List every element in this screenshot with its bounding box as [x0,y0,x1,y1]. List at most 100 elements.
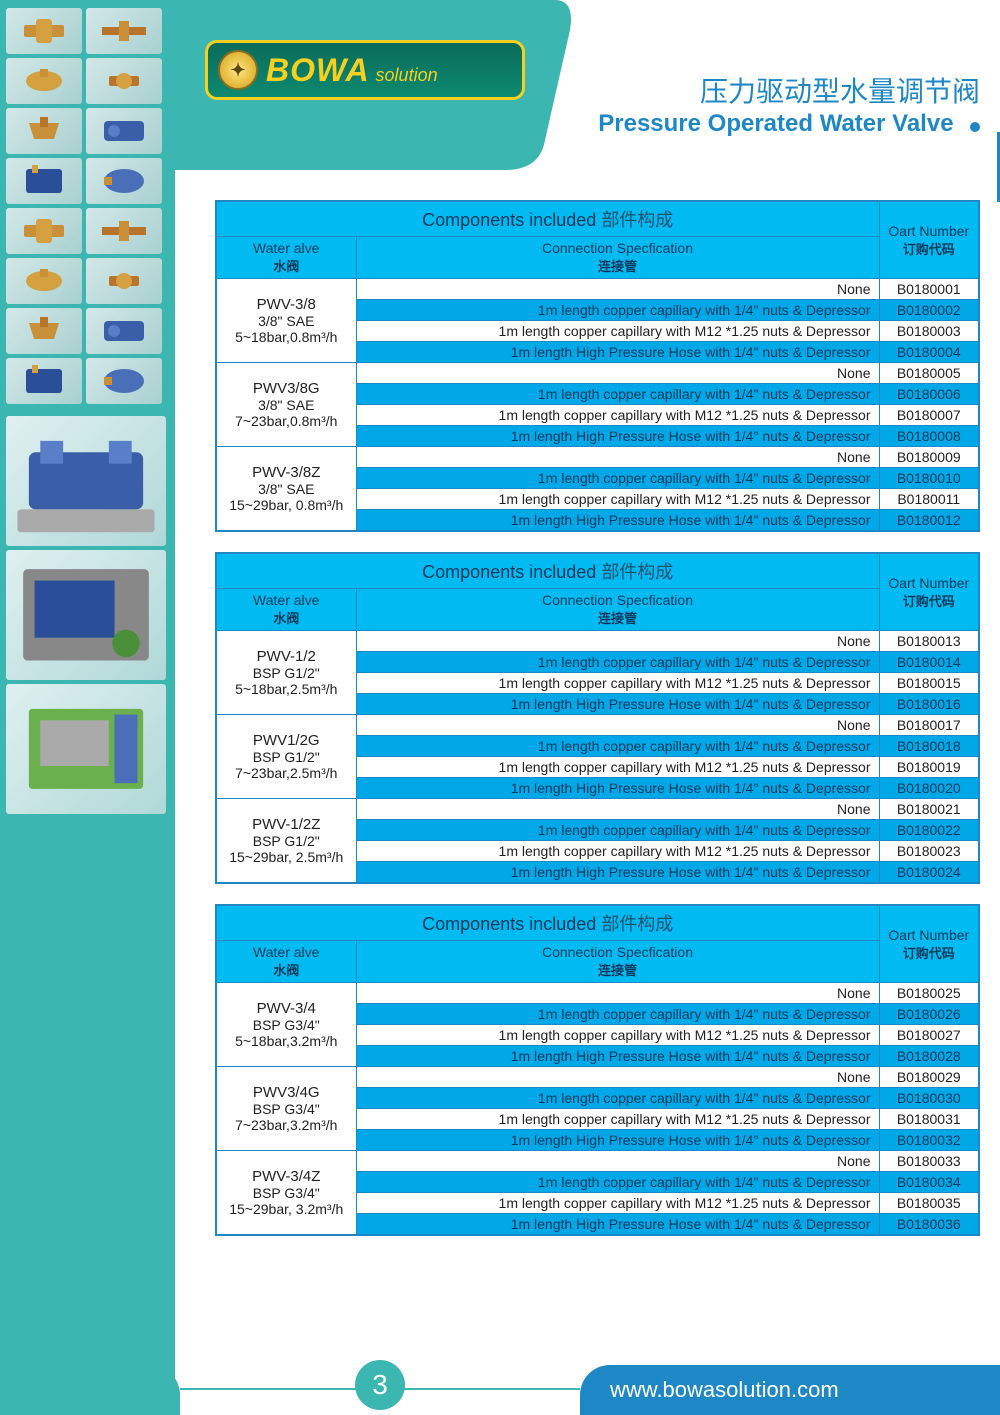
connection-cell: 1m length copper capillary with 1/4" nut… [356,300,879,321]
product-thumbnail [6,208,82,254]
page-number: 3 [355,1360,405,1410]
connection-cell: 1m length High Pressure Hose with 1/4" n… [356,694,879,715]
header-connection: Connection Specfication连接管 [356,237,879,279]
part-number-cell: B0180005 [879,363,979,384]
connection-cell: None [356,1151,879,1172]
product-thumbnail [6,158,82,204]
valve-cell: PWV1/2GBSP G1/2"7~23bar,2.5m³/h [216,715,356,799]
product-thumbnail [86,108,162,154]
table-row: PWV1/2GBSP G1/2"7~23bar,2.5m³/hNoneB0180… [216,715,979,736]
part-number-cell: B0180006 [879,384,979,405]
connection-cell: None [356,1067,879,1088]
connection-cell: 1m length High Pressure Hose with 1/4" n… [356,1046,879,1067]
part-number-cell: B0180009 [879,447,979,468]
part-number-cell: B0180026 [879,1004,979,1025]
part-number-cell: B0180001 [879,279,979,300]
product-thumbnail [6,358,82,404]
table-row: PWV-3/8Z3/8" SAE15~29bar, 0.8m³/hNoneB01… [216,447,979,468]
part-number-cell: B0180016 [879,694,979,715]
part-number-cell: B0180003 [879,321,979,342]
header-components: Components included 部件构成 [216,905,879,941]
part-number-cell: B0180036 [879,1214,979,1236]
part-number-cell: B0180017 [879,715,979,736]
part-number-cell: B0180013 [879,631,979,652]
connection-cell: 1m length copper capillary with M12 *1.2… [356,757,879,778]
connection-cell: 1m length copper capillary with M12 *1.2… [356,673,879,694]
product-thumbnail [6,258,82,304]
connection-cell: 1m length copper capillary with 1/4" nut… [356,1088,879,1109]
part-number-cell: B0180010 [879,468,979,489]
part-number-cell: B0180030 [879,1088,979,1109]
part-number-cell: B0180022 [879,820,979,841]
part-number-cell: B0180024 [879,862,979,884]
valve-cell: PWV-3/83/8" SAE5~18bar,0.8m³/h [216,279,356,363]
part-number-cell: B0180034 [879,1172,979,1193]
part-number-cell: B0180012 [879,510,979,532]
main-content: ✦ BOWAsolution 压力驱动型水量调节阀 Pressure Opera… [175,0,1000,1415]
spec-table: Components included 部件构成Oart Number订购代码 W… [215,904,980,1236]
connection-cell: 1m length High Pressure Hose with 1/4" n… [356,426,879,447]
part-number-cell: B0180028 [879,1046,979,1067]
table-row: PWV-1/2BSP G1/2"5~18bar,2.5m³/hNoneB0180… [216,631,979,652]
header-water-valve: Water alve水阀 [216,941,356,983]
header-part-number: Oart Number订购代码 [879,553,979,631]
connection-cell: None [356,363,879,384]
connection-cell: 1m length High Pressure Hose with 1/4" n… [356,862,879,884]
valve-cell: PWV3/8G3/8" SAE7~23bar,0.8m³/h [216,363,356,447]
product-thumbnail [6,308,82,354]
valve-cell: PWV-3/4ZBSP G3/4"15~29bar, 3.2m³/h [216,1151,356,1236]
title-english: Pressure Operated Water Valve [598,110,953,137]
connection-cell: 1m length copper capillary with M12 *1.2… [356,1109,879,1130]
product-thumbnail [86,258,162,304]
connection-cell: 1m length copper capillary with M12 *1.2… [356,1025,879,1046]
table-row: PWV-3/4ZBSP G3/4"15~29bar, 3.2m³/hNoneB0… [216,1151,979,1172]
product-thumbnail [86,308,162,354]
connection-cell: 1m length copper capillary with M12 *1.2… [356,841,879,862]
valve-cell: PWV3/4GBSP G3/4"7~23bar,3.2m³/h [216,1067,356,1151]
valve-cell: PWV-1/2ZBSP G1/2"15~29bar, 2.5m³/h [216,799,356,884]
logo-emblem-icon: ✦ [218,50,258,90]
page-title: 压力驱动型水量调节阀 Pressure Operated Water Valve [598,70,980,138]
part-number-cell: B0180008 [879,426,979,447]
part-number-cell: B0180018 [879,736,979,757]
connection-cell: None [356,799,879,820]
valve-cell: PWV-3/4BSP G3/4"5~18bar,3.2m³/h [216,983,356,1067]
product-thumbnail-large [6,550,166,680]
part-number-cell: B0180031 [879,1109,979,1130]
connection-cell: 1m length copper capillary with M12 *1.2… [356,1193,879,1214]
connection-cell: 1m length copper capillary with 1/4" nut… [356,1172,879,1193]
part-number-cell: B0180011 [879,489,979,510]
table-row: PWV-3/83/8" SAE5~18bar,0.8m³/hNoneB01800… [216,279,979,300]
part-number-cell: B0180027 [879,1025,979,1046]
part-number-cell: B0180021 [879,799,979,820]
table-row: PWV-3/4BSP G3/4"5~18bar,3.2m³/hNoneB0180… [216,983,979,1004]
connection-cell: 1m length copper capillary with M12 *1.2… [356,321,879,342]
part-number-cell: B0180015 [879,673,979,694]
connection-cell: 1m length copper capillary with 1/4" nut… [356,652,879,673]
connection-cell: None [356,631,879,652]
connection-cell: 1m length copper capillary with M12 *1.2… [356,405,879,426]
header-part-number: Oart Number订购代码 [879,905,979,983]
table-row: PWV3/4GBSP G3/4"7~23bar,3.2m³/hNoneB0180… [216,1067,979,1088]
product-thumbnail [86,58,162,104]
part-number-cell: B0180004 [879,342,979,363]
footer-blue-block: www.bowasolution.com [580,1365,1000,1415]
connection-cell: 1m length High Pressure Hose with 1/4" n… [356,1130,879,1151]
spec-tables-container: Components included 部件构成Oart Number订购代码W… [215,200,980,1256]
product-thumbnail-large [6,684,166,814]
connection-cell: None [356,983,879,1004]
header-connection: Connection Specfication连接管 [356,941,879,983]
header-water-valve: Water alve水阀 [216,589,356,631]
connection-cell: 1m length High Pressure Hose with 1/4" n… [356,510,879,532]
connection-cell: None [356,715,879,736]
connection-cell: None [356,447,879,468]
part-number-cell: B0180023 [879,841,979,862]
table-row: PWV-1/2ZBSP G1/2"15~29bar, 2.5m³/hNoneB0… [216,799,979,820]
part-number-cell: B0180007 [879,405,979,426]
logo-brand: BOWA [266,52,370,88]
spec-table: Components included 部件构成Oart Number订购代码W… [215,200,980,532]
product-thumbnail [6,108,82,154]
connection-cell: 1m length copper capillary with 1/4" nut… [356,736,879,757]
product-thumbnail [6,58,82,104]
part-number-cell: B0180029 [879,1067,979,1088]
